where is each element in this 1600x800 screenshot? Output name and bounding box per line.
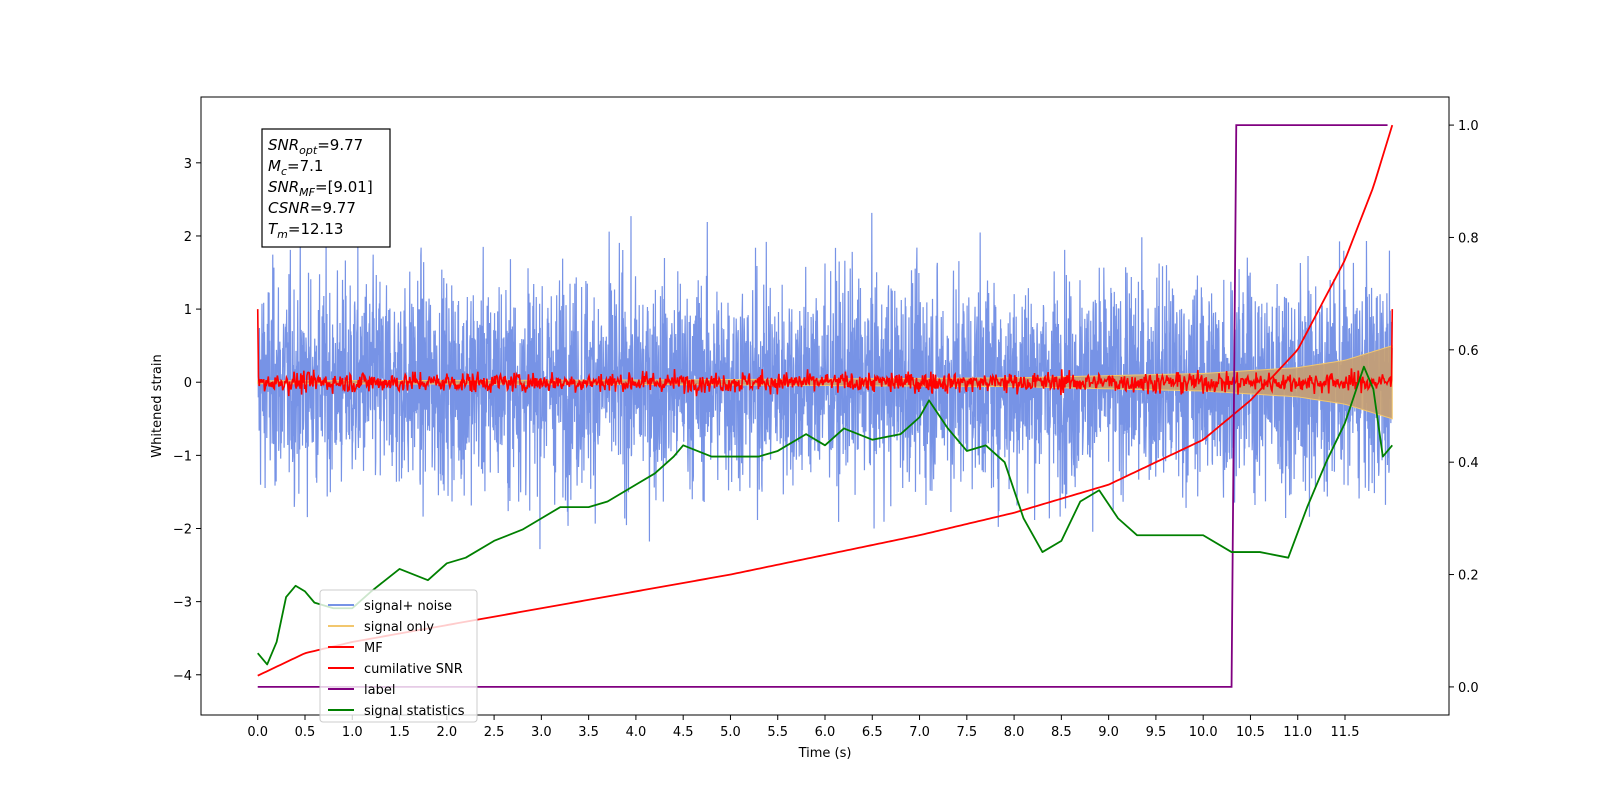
series-signal-noise-line — [257, 212, 1393, 550]
legend-entry: MF — [364, 641, 383, 656]
legend: signal+ noise signal only MF cumilative SNR… — [319, 589, 478, 723]
legend-entry: signal only — [364, 620, 434, 635]
y-tick-label: −3 — [173, 596, 192, 611]
x-tick-label: 3.0 — [531, 725, 552, 740]
info-line: Mc=7.1 — [268, 157, 323, 178]
y-right-tick-label: 0.4 — [1458, 456, 1479, 471]
series-signal-statistics-line — [257, 365, 1393, 666]
legend-entry: cumilative SNR — [364, 662, 463, 677]
x-tick-label: 4.0 — [626, 725, 647, 740]
info-box-frame — [261, 128, 391, 248]
x-tick-label: 10.0 — [1189, 725, 1218, 740]
y-tick-label: −1 — [173, 449, 192, 464]
x-tick-label: 9.5 — [1146, 725, 1167, 740]
x-tick-label: 3.5 — [578, 725, 599, 740]
info-line: SNRMF=[9.01] — [268, 178, 373, 199]
y-right-tick-label: 0.0 — [1458, 681, 1479, 696]
x-tick-label: 5.5 — [767, 725, 788, 740]
y-tick-label: 0 — [184, 376, 192, 391]
x-tick-label: 5.0 — [720, 725, 741, 740]
x-tick-label: 11.0 — [1283, 725, 1312, 740]
series-label-line — [257, 124, 1388, 688]
legend-entry: signal+ noise — [364, 599, 452, 614]
x-tick-label: 2.5 — [484, 725, 505, 740]
y-right-tick-label: 0.2 — [1458, 569, 1479, 584]
legend-frame — [319, 589, 478, 723]
series-mf-line — [256, 309, 1394, 397]
x-tick-label: 0.5 — [295, 725, 316, 740]
x-tick-label: 11.5 — [1331, 725, 1360, 740]
x-tick-label: 8.5 — [1051, 725, 1072, 740]
x-tick-label: 6.5 — [862, 725, 883, 740]
legend-entry: label — [364, 683, 395, 698]
y-axis-label: Whitened strain — [150, 354, 165, 457]
axes: 0.0 0.5 1.0 1.5 2.0 2.5 3.0 3.5 4.0 4.5 5.0 5.5 6.0 6… — [173, 119, 1479, 740]
x-tick-label: 6.0 — [815, 725, 836, 740]
x-tick-label: 4.5 — [673, 725, 694, 740]
y-right-tick-label: 0.8 — [1458, 231, 1479, 246]
x-tick-label: 9.0 — [1098, 725, 1119, 740]
x-tick-label: 8.0 — [1004, 725, 1025, 740]
x-tick-label: 2.0 — [436, 725, 457, 740]
info-line: Tm=12.13 — [268, 220, 343, 241]
info-line: SNRopt=9.77 — [268, 136, 363, 157]
y-tick-label: −4 — [173, 669, 192, 684]
legend-entry: signal statistics — [364, 704, 465, 719]
y-tick-label: 2 — [184, 230, 192, 245]
x-tick-label: 7.0 — [909, 725, 930, 740]
y-tick-label: 3 — [184, 157, 192, 172]
y-right-tick-label: 1.0 — [1458, 119, 1479, 134]
x-tick-label: 0.0 — [247, 725, 268, 740]
x-tick-label: 10.5 — [1236, 725, 1265, 740]
x-tick-label: 1.5 — [389, 725, 410, 740]
x-tick-label: 1.0 — [342, 725, 363, 740]
info-line: CSNR=9.77 — [268, 199, 356, 217]
y-tick-label: 1 — [184, 303, 192, 318]
x-tick-label: 7.5 — [956, 725, 977, 740]
y-right-tick-label: 0.6 — [1458, 344, 1479, 359]
x-axis-label: Time (s) — [798, 746, 852, 761]
y-tick-label: −2 — [173, 523, 192, 538]
